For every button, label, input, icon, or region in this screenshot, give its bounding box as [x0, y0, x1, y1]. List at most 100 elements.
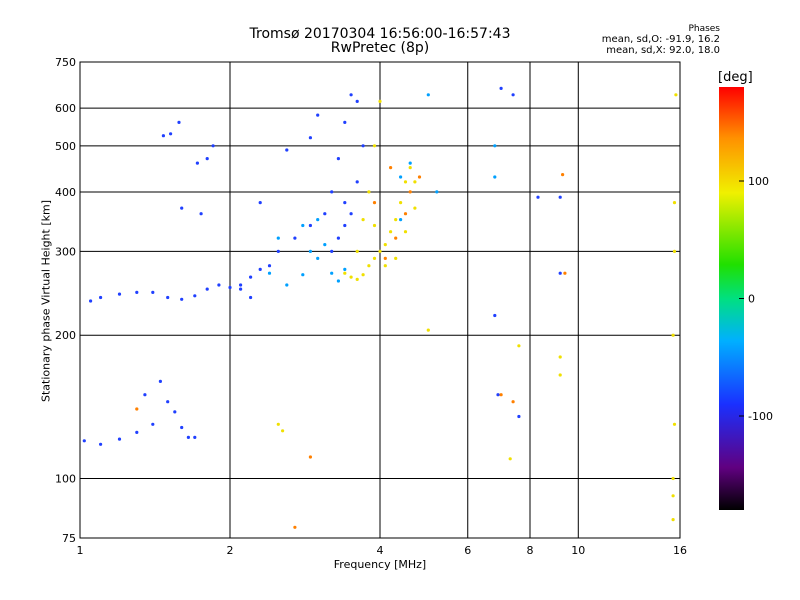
data-point — [293, 236, 297, 240]
data-point — [355, 277, 359, 281]
x-tick-label: 8 — [527, 544, 534, 557]
data-point — [308, 223, 312, 228]
data-point — [349, 212, 353, 216]
data-point — [343, 267, 347, 271]
data-point — [180, 425, 184, 430]
data-point — [161, 134, 165, 138]
data-point — [205, 287, 209, 291]
x-tick-label: 6 — [464, 544, 471, 557]
colorbar-tick-label: 100 — [748, 175, 769, 188]
data-point — [511, 400, 515, 404]
data-point — [511, 93, 515, 97]
data-point — [180, 206, 184, 210]
data-point — [267, 264, 272, 268]
data-point — [217, 283, 221, 287]
data-point — [293, 525, 297, 529]
data-point — [517, 414, 521, 419]
data-point — [143, 393, 147, 397]
data-point — [343, 120, 347, 124]
data-point — [378, 99, 382, 103]
data-point — [536, 195, 540, 199]
y-tick-label: 300 — [55, 245, 76, 258]
x-tick-label: 10 — [571, 544, 585, 557]
data-point — [372, 256, 377, 260]
data-point — [672, 422, 677, 426]
data-point — [413, 206, 417, 210]
data-point — [558, 373, 562, 377]
data-point — [99, 295, 103, 300]
data-point — [186, 435, 190, 439]
data-point — [285, 148, 289, 152]
data-point — [258, 201, 262, 205]
data-point — [308, 136, 312, 140]
x-tick-label: 16 — [673, 544, 687, 557]
data-point — [330, 249, 334, 253]
data-point — [173, 410, 177, 414]
data-point — [517, 344, 521, 348]
data-point — [323, 212, 327, 216]
data-point — [276, 249, 280, 253]
x-axis-label: Frequency [MHz] — [333, 558, 427, 571]
data-point — [383, 264, 387, 268]
data-point — [276, 422, 280, 426]
data-point — [169, 132, 173, 136]
data-point — [671, 333, 675, 337]
data-point — [99, 442, 103, 446]
x-tick-label: 1 — [77, 544, 84, 557]
data-point — [239, 283, 243, 287]
data-point — [499, 393, 503, 397]
y-tick-label: 750 — [55, 56, 76, 69]
data-point — [394, 236, 398, 240]
data-point — [408, 161, 412, 165]
data-point — [151, 290, 155, 294]
data-point — [336, 279, 340, 283]
data-point — [343, 271, 347, 275]
data-point — [403, 180, 408, 184]
data-point — [117, 292, 122, 296]
data-point — [166, 400, 170, 404]
data-point — [496, 393, 500, 397]
data-point — [135, 430, 139, 434]
data-point — [372, 144, 377, 148]
data-point — [355, 180, 359, 184]
data-point — [361, 273, 365, 277]
data-point — [671, 518, 675, 522]
data-point — [561, 173, 565, 177]
data-point — [330, 271, 334, 275]
data-point — [349, 93, 353, 97]
colorbar-tick-label: -100 — [748, 410, 773, 423]
data-point — [394, 256, 398, 260]
data-point — [399, 175, 403, 179]
data-point — [417, 175, 422, 179]
data-point — [671, 494, 675, 498]
data-point — [89, 299, 93, 303]
data-point — [394, 218, 398, 222]
data-point — [336, 157, 340, 161]
data-point — [349, 275, 353, 279]
data-point — [493, 175, 497, 179]
data-point — [117, 437, 122, 441]
data-point — [403, 230, 408, 234]
data-point — [199, 212, 203, 216]
data-point — [166, 295, 170, 300]
data-point — [383, 256, 387, 260]
data-point — [301, 223, 305, 228]
y-tick-label: 200 — [55, 329, 76, 342]
data-point — [671, 476, 675, 481]
data-point — [399, 218, 403, 222]
y-tick-label: 400 — [55, 186, 76, 199]
data-point — [399, 201, 403, 205]
data-point — [383, 243, 387, 247]
data-point — [389, 230, 393, 234]
data-point — [258, 267, 262, 271]
y-tick-label: 600 — [55, 102, 76, 115]
data-point — [193, 435, 197, 439]
data-point — [180, 297, 184, 301]
stats-header: Phases — [688, 24, 720, 34]
data-point — [355, 99, 359, 103]
data-point — [135, 290, 139, 294]
data-point — [285, 283, 289, 287]
data-point — [499, 86, 503, 90]
data-point — [413, 180, 417, 184]
data-point — [372, 201, 377, 205]
